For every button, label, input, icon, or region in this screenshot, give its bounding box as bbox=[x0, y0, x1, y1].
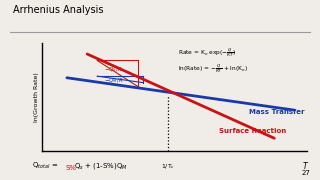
Text: Surface Reaction: Surface Reaction bbox=[219, 128, 286, 134]
Text: Rate = K$_o$ exp($-\frac{Q}{RT}$): Rate = K$_o$ exp($-\frac{Q}{RT}$) bbox=[178, 46, 237, 59]
Y-axis label: ln(Growth Rate): ln(Growth Rate) bbox=[34, 72, 39, 122]
Text: 1/T$_c$: 1/T$_c$ bbox=[161, 162, 175, 171]
Text: ln(Rate) = $-\frac{Q}{RT}$ + ln(K$_o$): ln(Rate) = $-\frac{Q}{RT}$ + ln(K$_o$) bbox=[178, 63, 248, 75]
Text: 27: 27 bbox=[301, 170, 310, 176]
Text: Arrhenius Analysis: Arrhenius Analysis bbox=[13, 5, 103, 15]
Text: Mass Transfer: Mass Transfer bbox=[249, 109, 305, 115]
Text: Q$_{total}$ =: Q$_{total}$ = bbox=[32, 161, 59, 171]
Text: S%: S% bbox=[66, 165, 76, 171]
Text: $-Q_S/R$: $-Q_S/R$ bbox=[104, 65, 122, 73]
Text: Q$_s$ + (1-S%)Q$_M$: Q$_s$ + (1-S%)Q$_M$ bbox=[74, 161, 128, 171]
Text: T: T bbox=[302, 162, 307, 171]
Text: $-Q_M/R$: $-Q_M/R$ bbox=[104, 76, 123, 85]
